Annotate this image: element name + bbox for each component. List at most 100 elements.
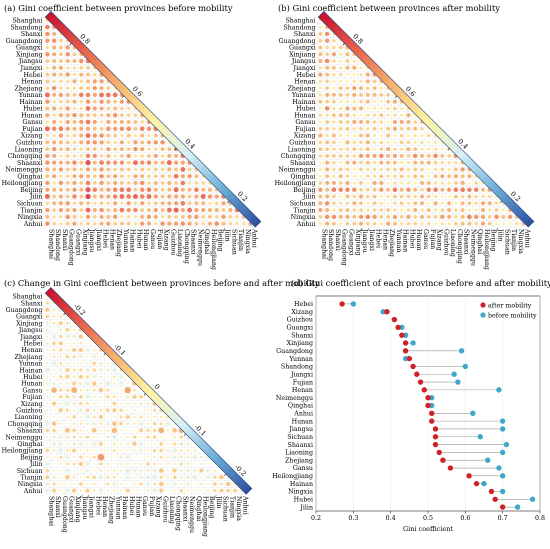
heat-cell [406,201,411,205]
heat-cell [359,126,363,131]
heat-cell [65,208,70,213]
heat-cell [52,194,57,199]
heat-cell [59,314,63,318]
heat-cell [318,32,323,36]
heat-cell [65,395,70,399]
heat-cell [338,187,343,193]
heat-cell [59,328,63,332]
heat-cell [318,201,323,206]
heat-cell [59,469,62,472]
column-label: Anhui [524,228,531,248]
category-label: Guangdong [276,348,313,355]
heat-cell [179,468,183,473]
heat-cell [73,469,76,472]
heat-cell [46,355,49,358]
column-label: Guangxi [347,229,354,256]
row-label: Anhui [23,221,43,228]
heat-cell [392,119,398,125]
heat-cell [86,483,89,485]
heat-cell [153,201,158,206]
heat-cell [166,455,170,459]
row-label: Jiangxi [20,334,43,341]
heat-cell [235,215,239,219]
heat-cell [78,374,83,379]
column-label: Chongqing [175,496,182,531]
heat-cell [106,388,110,392]
heat-cell [379,106,383,111]
heat-cell [440,187,445,192]
heat-cell [92,401,96,406]
heat-cell [345,180,350,186]
column-label: Neimenggu [188,496,195,533]
heat-cell [147,153,151,158]
row-label: Jiangsu [18,58,43,65]
heat-cell [153,147,158,151]
heat-cell [420,140,424,145]
column-label: Neimenggu [196,229,203,266]
heat-cell [345,221,350,226]
heat-cell [45,79,50,84]
column-label: Shanghai [47,229,54,259]
heat-cell [126,140,131,145]
heat-cell [318,147,323,152]
column-label: Heilongjiang [201,496,208,537]
heat-cell [201,221,205,226]
heat-cell [97,453,105,461]
heat-cell [324,31,330,37]
heat-cell [146,194,152,199]
heat-cell [352,167,356,171]
heat-cell [487,201,492,206]
heat-cell [186,462,190,466]
heat-cell [318,72,323,77]
heat-cell [447,181,451,185]
row-label: Hainan [19,367,42,374]
heat-cell [59,395,63,399]
heat-cell [359,160,363,165]
heat-cell [86,86,90,91]
heat-cell [152,474,157,480]
heat-cell [59,489,62,492]
heat-cell [106,99,111,104]
heat-cell [345,167,350,172]
heat-cell [99,214,104,219]
heat-cell [440,221,444,226]
heat-cell [413,174,418,179]
heat-cell [379,201,384,205]
heat-cell [325,208,330,213]
column-label: Hubei [128,496,135,515]
before-mobility-point [529,496,536,502]
heat-cell [85,106,91,111]
heat-cell [85,368,90,372]
heat-cell [318,181,323,185]
heat-cell [86,442,89,446]
column-label: Xizang [436,229,443,251]
heat-cell [454,181,458,185]
heat-cell [125,441,130,446]
heat-cell [440,167,445,172]
heat-cell [120,201,124,205]
heat-cell [79,415,83,419]
heat-cell [318,99,323,104]
heat-cell [494,208,499,212]
heat-cell [180,187,185,192]
heat-cell [72,147,77,151]
heat-cell [52,167,57,172]
row-label: Neimenggu [5,167,42,174]
after-mobility-point [421,387,427,393]
heat-cell [338,72,343,77]
heat-cell [159,441,164,446]
heat-cell [214,208,219,213]
heat-cell [71,387,77,393]
heat-cell [139,402,143,405]
heat-cell [167,187,172,192]
heat-cell [133,120,138,124]
heat-cell [58,341,63,346]
heat-cell [460,201,465,206]
heat-cell [365,194,370,199]
heat-cell [79,362,83,365]
heat-cell [214,215,219,219]
heat-cell [419,214,425,219]
heat-cell [106,375,109,378]
heat-cell [359,140,363,145]
heat-cell [406,208,411,212]
